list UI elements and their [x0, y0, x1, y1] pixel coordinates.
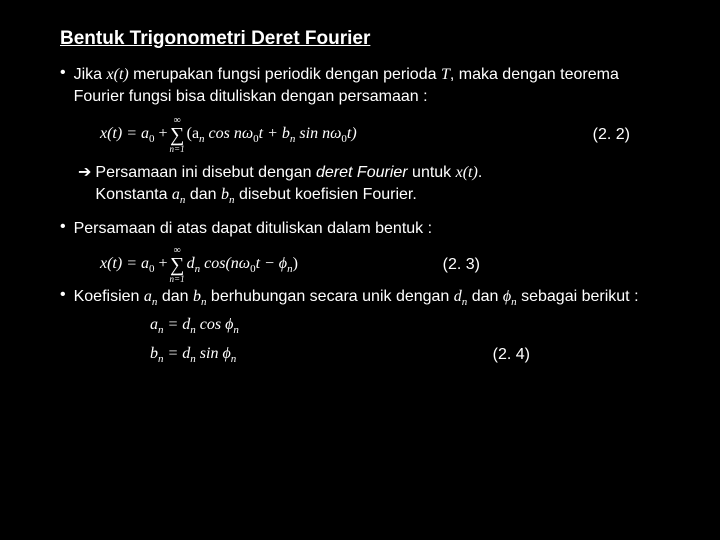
t: cos nω: [205, 125, 254, 142]
t: .: [478, 164, 482, 181]
bullet-1: • Jika x(t) merupakan fungsi periodik de…: [60, 64, 660, 107]
t: cos(nω: [200, 255, 250, 272]
t: dan: [467, 288, 503, 305]
t: a: [150, 316, 158, 333]
sub: n: [231, 353, 237, 365]
t: d: [187, 255, 195, 272]
t: t − ϕ: [256, 255, 288, 272]
var-a: a: [144, 288, 152, 305]
equation-number-2-2: (2. 2): [593, 126, 660, 144]
text: merupakan fungsi periodik dengan perioda: [129, 66, 441, 83]
em: deret Fourier: [316, 164, 408, 181]
eq-rhs: (an cos nω0t + bn sin nω0t): [187, 125, 357, 145]
var-d: d: [454, 288, 462, 305]
bullet-mark: •: [60, 218, 66, 240]
sub: n: [233, 325, 239, 337]
var-b: b: [193, 288, 201, 305]
sigma-icon: ∞ ∑ n=1: [170, 115, 185, 154]
equation-number-2-4: (2. 4): [493, 346, 660, 364]
t: berhubungan secara unik dengan: [206, 288, 453, 305]
var-a: a: [172, 186, 180, 203]
var-phi: ϕ: [503, 288, 511, 305]
bullet-4-text: Koefisien an dan bn berhubungan secara u…: [74, 286, 639, 310]
eq-lhs: x(t) = a0 +: [100, 125, 168, 145]
eq-2-4a: an = dn cos ϕn: [150, 316, 239, 336]
var-T: T: [441, 66, 450, 83]
arrow-paragraph: ➔ Persamaan ini disebut dengan deret Fou…: [78, 162, 660, 208]
eq-2-4b: bn = dn sin ϕn: [150, 345, 236, 365]
arrow-text: Persamaan ini disebut dengan deret Fouri…: [95, 162, 482, 208]
t: b: [150, 345, 158, 362]
sigma-bottom: n=1: [170, 274, 185, 284]
t: disebut koefisien Fourier.: [235, 186, 417, 203]
t: sin ϕ: [196, 345, 231, 362]
eq-rhs: dn cos(nω0t − ϕn): [187, 255, 298, 275]
t: x(t) = a: [100, 255, 149, 272]
t: t): [347, 125, 357, 142]
t: t + b: [259, 125, 290, 142]
t: (a: [187, 125, 199, 142]
bullet-1-text: Jika x(t) merupakan fungsi periodik deng…: [74, 64, 660, 107]
bullet-3: • Persamaan di atas dapat dituliskan dal…: [60, 218, 660, 240]
t: sebagai berikut :: [517, 288, 639, 305]
slide-title: Bentuk Trigonometri Deret Fourier: [60, 28, 660, 50]
equation-2-2: x(t) = a0 + ∞ ∑ n=1 (an cos nω0t + bn si…: [100, 115, 660, 154]
t: dan: [157, 288, 193, 305]
slide-container: Bentuk Trigonometri Deret Fourier • Jika…: [0, 0, 720, 385]
bullet-mark: •: [60, 64, 66, 107]
t: ): [293, 255, 298, 272]
sigma-bottom: n=1: [170, 144, 185, 154]
t: sin nω: [295, 125, 341, 142]
sigma-symbol: ∑: [170, 126, 184, 144]
t: Koefisien: [74, 288, 144, 305]
var-xt: x(t): [456, 164, 478, 181]
t: Persamaan ini disebut dengan: [95, 164, 316, 181]
equation-2-4: an = dn cos ϕn bn = dn sin ϕn (2. 4): [150, 316, 660, 364]
t: = d: [164, 316, 191, 333]
t: +: [155, 255, 168, 272]
text: Jika: [74, 66, 107, 83]
eq-lhs: x(t) = a0 +: [100, 255, 168, 275]
bullet-3-text: Persamaan di atas dapat dituliskan dalam…: [74, 218, 432, 240]
equation-2-3: x(t) = a0 + ∞ ∑ n=1 dn cos(nω0t − ϕn) (2…: [100, 245, 660, 284]
var-xt: x(t): [107, 66, 129, 83]
t: = d: [164, 345, 191, 362]
t: Konstanta: [95, 186, 172, 203]
sigma-symbol: ∑: [170, 256, 184, 274]
t: cos ϕ: [196, 316, 234, 333]
t: +: [155, 125, 168, 142]
t: untuk: [408, 164, 456, 181]
t: dan: [185, 186, 221, 203]
bullet-4: • Koefisien an dan bn berhubungan secara…: [60, 286, 660, 310]
t: x(t) = a: [100, 125, 149, 142]
bullet-mark: •: [60, 286, 66, 310]
sigma-icon: ∞ ∑ n=1: [170, 245, 185, 284]
arrow-icon: ➔: [78, 162, 91, 208]
equation-number-2-3: (2. 3): [443, 256, 660, 274]
var-b: b: [221, 186, 229, 203]
